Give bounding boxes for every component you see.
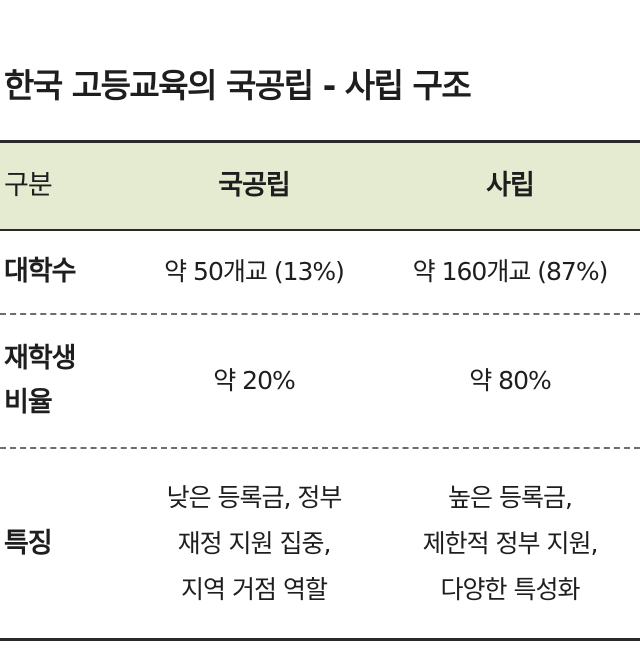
- public-cell: 약 50개교 (13%): [128, 249, 380, 295]
- header-private: 사립: [486, 170, 535, 201]
- public-cell-line: 낮은 등록금, 정부: [166, 482, 343, 512]
- comparison-table: 구분 국공립 사립 대학수 약 50개교 (13%) 약 160개교 (87%)…: [0, 140, 640, 641]
- public-cell-line: 약 20%: [213, 366, 296, 395]
- table-row-university-count: 대학수 약 50개교 (13%) 약 160개교 (87%): [0, 231, 640, 315]
- public-cell-line: 약 50개교 (13%): [164, 257, 345, 286]
- private-cell-line: 제한적 정부 지원,: [422, 528, 599, 558]
- row-label-line: 비율: [4, 387, 53, 418]
- private-cell: 약 160개교 (87%): [380, 249, 640, 295]
- table-row-student-ratio: 재학생 비율 약 20% 약 80%: [0, 315, 640, 449]
- public-cell: 낮은 등록금, 정부 재정 지원 집중, 지역 거점 역할: [128, 475, 380, 613]
- public-cell-line: 재정 지원 집중,: [177, 528, 332, 558]
- row-label-line: 특징: [4, 527, 53, 559]
- page-title: 한국 고등교육의 국공립 - 사립 구조: [4, 66, 472, 105]
- public-cell-line: 지역 거점 역할: [181, 574, 328, 604]
- private-cell: 약 80%: [380, 358, 640, 404]
- private-cell: 높은 등록금, 제한적 정부 지원, 다양한 특성화: [380, 475, 640, 613]
- private-cell-line: 약 160개교 (87%): [412, 257, 609, 286]
- row-label-line: 재학생: [4, 343, 77, 374]
- table-header-row: 구분 국공립 사립: [0, 143, 640, 231]
- row-label: 특징: [0, 522, 128, 566]
- public-cell: 약 20%: [128, 358, 380, 404]
- header-category: 구분: [4, 170, 53, 201]
- header-public: 국공립: [218, 170, 291, 201]
- row-label: 대학수: [0, 250, 128, 294]
- row-label-line: 대학수: [4, 256, 77, 287]
- row-label: 재학생 비율: [0, 337, 128, 425]
- private-cell-line: 높은 등록금,: [448, 482, 573, 512]
- private-cell-line: 다양한 특성화: [440, 574, 581, 604]
- private-cell-line: 약 80%: [469, 366, 552, 395]
- table-row-characteristics: 특징 낮은 등록금, 정부 재정 지원 집중, 지역 거점 역할 높은 등록금,…: [0, 449, 640, 638]
